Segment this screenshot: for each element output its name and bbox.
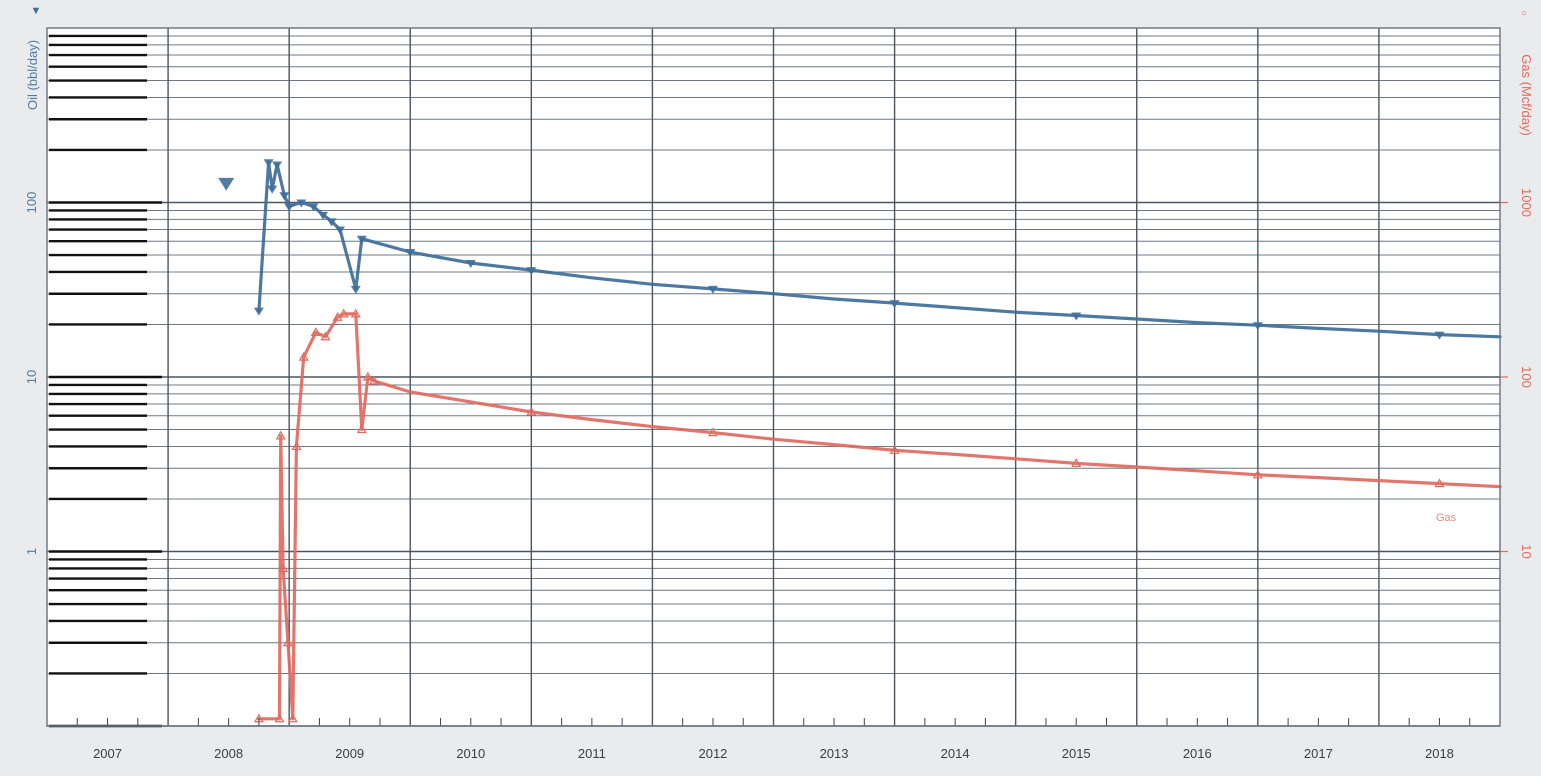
oil-point bbox=[272, 161, 283, 170]
gas-point bbox=[1071, 458, 1082, 467]
gas-point bbox=[278, 563, 289, 573]
x-tick-label: 2016 bbox=[1183, 746, 1212, 761]
x-tick-label: 2007 bbox=[93, 746, 122, 761]
gas-point bbox=[707, 427, 718, 437]
oil-point bbox=[405, 249, 416, 258]
oil-point bbox=[350, 285, 361, 294]
oil-point bbox=[267, 185, 278, 194]
gas-point bbox=[350, 308, 361, 318]
oil-point bbox=[318, 211, 329, 220]
oil-point bbox=[296, 199, 307, 208]
oil-point bbox=[707, 285, 718, 294]
left-axis-title: Oil (bbl/day) bbox=[25, 40, 40, 110]
gas-point bbox=[356, 424, 367, 434]
x-tick-label: 2013 bbox=[820, 746, 849, 761]
oil-point bbox=[356, 235, 367, 244]
gas-point bbox=[320, 331, 331, 341]
oil-point bbox=[1434, 331, 1445, 340]
x-tick-label: 2012 bbox=[698, 746, 727, 761]
left-tick-label: 100 bbox=[24, 192, 39, 214]
series bbox=[218, 159, 1502, 723]
x-tick-label: 2017 bbox=[1304, 746, 1333, 761]
gas-point bbox=[287, 713, 298, 723]
oil-point bbox=[335, 226, 346, 235]
plot-frame bbox=[46, 27, 1501, 727]
x-tick-label: 2014 bbox=[941, 746, 970, 761]
oil-point bbox=[284, 203, 295, 212]
x-tick-label: 2011 bbox=[578, 746, 606, 761]
oil-point bbox=[465, 260, 476, 269]
left-axis-marker-icon: ▼ bbox=[31, 5, 42, 17]
axes: 2007 2008 2009 2010 2011 2012 2013 2014 2015 2016… bbox=[24, 188, 1534, 761]
x-tick-label: 2009 bbox=[335, 746, 364, 761]
oil-point bbox=[326, 218, 337, 227]
gas-point bbox=[1434, 478, 1445, 488]
oil-point bbox=[253, 307, 264, 316]
gas-annotation: Gas bbox=[1436, 512, 1457, 524]
gas-point bbox=[291, 441, 302, 451]
left-tick-label: 10 bbox=[24, 370, 39, 384]
oil-point bbox=[889, 300, 900, 309]
gas-point bbox=[310, 327, 321, 337]
x-tick-label: 2008 bbox=[214, 746, 243, 761]
x-tick-label: 2018 bbox=[1425, 746, 1454, 761]
x-tick-label: 2015 bbox=[1062, 746, 1091, 761]
gas-point bbox=[889, 445, 900, 454]
gas-point bbox=[274, 713, 285, 723]
gas-line bbox=[257, 312, 1502, 721]
oil-point bbox=[1071, 312, 1082, 321]
gas-point bbox=[275, 430, 286, 440]
gas-point bbox=[362, 371, 373, 381]
left-tick-label: 1 bbox=[24, 548, 39, 555]
gas-point bbox=[1252, 469, 1263, 479]
right-tick-label: 10 bbox=[1519, 544, 1534, 558]
gas-point bbox=[282, 637, 293, 647]
gas-point bbox=[368, 375, 379, 385]
oil-point bbox=[526, 267, 537, 276]
oil-point bbox=[1252, 322, 1263, 331]
gas-point bbox=[338, 308, 349, 318]
oil-point bbox=[308, 203, 319, 212]
right-tick-label: 100 bbox=[1519, 366, 1534, 388]
x-tick-label: 2010 bbox=[456, 746, 485, 761]
right-tick-label: 1000 bbox=[1519, 188, 1534, 217]
oil-point bbox=[279, 192, 290, 201]
gas-point bbox=[298, 351, 309, 361]
gas-point bbox=[526, 406, 537, 416]
right-axis-marker-icon: ○ bbox=[1521, 8, 1527, 19]
right-axis-title: Gas (Mcf/day) bbox=[1519, 54, 1534, 136]
oil-point bbox=[263, 159, 274, 168]
oil-early-point bbox=[218, 177, 235, 191]
